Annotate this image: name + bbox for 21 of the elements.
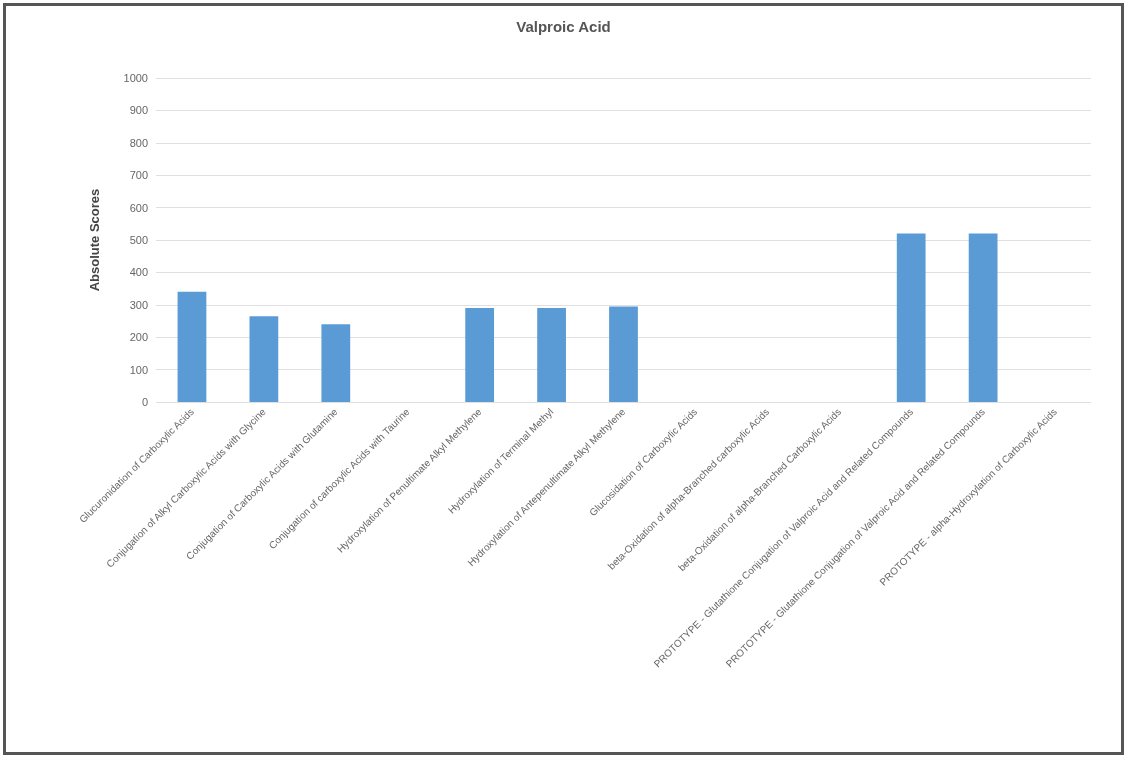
bar <box>321 324 351 402</box>
y-tick-label: 700 <box>129 169 148 182</box>
y-tick-label: 500 <box>129 234 148 246</box>
y-tick-label: 0 <box>141 396 148 408</box>
y-tick-label: 400 <box>129 266 148 279</box>
y-tick-label: 1000 <box>123 72 148 84</box>
y-tick-label: 800 <box>129 136 148 149</box>
y-axis-title: Absolute Scores <box>87 188 102 292</box>
chart-title: Valproic Acid <box>516 18 611 35</box>
y-tick-label: 100 <box>129 363 148 376</box>
bar <box>177 291 207 402</box>
bar <box>465 308 495 402</box>
bar <box>968 233 998 402</box>
bar <box>896 233 926 402</box>
y-tick-label: 200 <box>129 331 148 344</box>
bar <box>609 306 638 402</box>
y-tick-label: 600 <box>129 201 148 214</box>
y-tick-label: 900 <box>129 104 148 117</box>
bar <box>249 316 279 402</box>
bar <box>537 308 566 402</box>
y-tick-label: 300 <box>129 298 148 311</box>
